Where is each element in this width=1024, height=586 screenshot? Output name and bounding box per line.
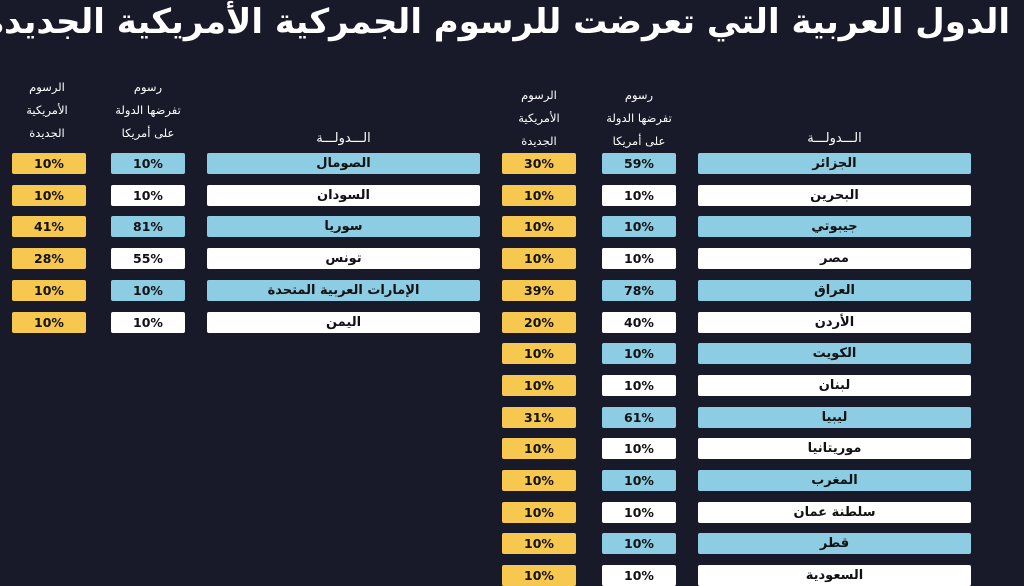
- us-tariff-cell: 10%: [12, 153, 86, 174]
- us-tariff-cell: 10%: [502, 374, 576, 396]
- country-tariff-cell: 10%: [111, 311, 185, 333]
- us-tariff-cell: 10%: [502, 533, 576, 555]
- country-name-cell: سلطنة عمان: [698, 501, 971, 523]
- country-tariff-cell: 10%: [602, 470, 676, 491]
- country-tariff-cell: 10%: [602, 533, 676, 555]
- country-name-cell: السودان: [207, 184, 480, 206]
- header-line: الأمريكية: [518, 111, 560, 125]
- country-name-cell: الأردن: [698, 311, 971, 333]
- header-line: تفرضها الدولة: [606, 111, 672, 125]
- us-tariff-cell: 10%: [502, 343, 576, 365]
- header-line: الجديدة: [521, 134, 557, 148]
- header-line: على أمريكا: [121, 126, 175, 140]
- country-tariff-cell: 10%: [602, 374, 676, 396]
- us-tariff-cell: 39%: [502, 279, 576, 301]
- country-name-cell: جيبوتي: [698, 216, 971, 238]
- country-tariff-cell: 10%: [602, 565, 676, 586]
- header-line: الجديدة: [29, 126, 65, 140]
- us-tariff-cell: 10%: [12, 311, 86, 333]
- header-line: الرسوم: [29, 80, 65, 94]
- left-header-us-tariff: الرسوم الأمريكية الجديدة: [14, 76, 80, 145]
- country-name-cell: البحرين: [698, 184, 971, 206]
- us-tariff-cell: 10%: [502, 470, 576, 491]
- country-name-cell: السعودية: [698, 565, 971, 586]
- us-tariff-cell: 10%: [502, 438, 576, 460]
- country-name-cell: لبنان: [698, 374, 971, 396]
- country-name-cell: الإمارات العربية المتحدة: [207, 279, 480, 301]
- country-name-cell: الجزائر: [698, 153, 971, 174]
- header-line: الأمريكية: [26, 103, 68, 117]
- country-tariff-cell: 81%: [111, 216, 185, 238]
- country-tariff-cell: 10%: [602, 438, 676, 460]
- us-tariff-cell: 41%: [12, 216, 86, 238]
- country-tariff-cell: 59%: [602, 153, 676, 174]
- country-tariff-cell: 10%: [602, 216, 676, 238]
- us-tariff-cell: 30%: [502, 153, 576, 174]
- us-tariff-cell: 10%: [502, 248, 576, 270]
- country-name-cell: الصومال: [207, 153, 480, 174]
- us-tariff-cell: 10%: [12, 279, 86, 301]
- country-name-cell: موريتانيا: [698, 438, 971, 460]
- us-tariff-cell: 10%: [502, 184, 576, 206]
- country-tariff-cell: 78%: [602, 279, 676, 301]
- country-name-cell: المغرب: [698, 470, 971, 491]
- left-header-country-tariff: رسوم تفرضها الدولة على أمريكا: [105, 76, 191, 145]
- page-title: الدول العربية التي تعرضت للرسوم الجمركية…: [0, 2, 1010, 42]
- us-tariff-cell: 28%: [12, 248, 86, 270]
- right-header-country: الـــدولـــة: [807, 131, 862, 146]
- header-line: على أمريكا: [612, 134, 666, 148]
- us-tariff-cell: 10%: [502, 565, 576, 586]
- header-line: رسوم: [624, 88, 654, 102]
- header-line: الرسوم: [521, 88, 557, 102]
- country-tariff-cell: 10%: [602, 343, 676, 365]
- us-tariff-cell: 10%: [12, 184, 86, 206]
- country-name-cell: قطر: [698, 533, 971, 555]
- country-name-cell: العراق: [698, 279, 971, 301]
- country-name-cell: اليمن: [207, 311, 480, 333]
- country-name-cell: سوريا: [207, 216, 480, 238]
- header-line: تفرضها الدولة: [115, 103, 181, 117]
- country-tariff-cell: 10%: [111, 184, 185, 206]
- us-tariff-cell: 20%: [502, 311, 576, 333]
- header-line: رسوم: [133, 80, 163, 94]
- country-tariff-cell: 40%: [602, 311, 676, 333]
- country-tariff-cell: 10%: [602, 248, 676, 270]
- us-tariff-cell: 10%: [502, 501, 576, 523]
- country-name-cell: مصر: [698, 248, 971, 270]
- country-tariff-cell: 10%: [111, 279, 185, 301]
- left-header-country: الـــدولـــة: [316, 131, 371, 146]
- us-tariff-cell: 31%: [502, 406, 576, 428]
- country-name-cell: ليبيا: [698, 406, 971, 428]
- country-tariff-cell: 10%: [111, 153, 185, 174]
- country-tariff-cell: 61%: [602, 406, 676, 428]
- country-name-cell: تونس: [207, 248, 480, 270]
- right-header-us-tariff: الرسوم الأمريكية الجديدة: [506, 84, 572, 153]
- us-tariff-cell: 10%: [502, 216, 576, 238]
- country-name-cell: الكويت: [698, 343, 971, 365]
- country-tariff-cell: 10%: [602, 501, 676, 523]
- country-tariff-cell: 55%: [111, 248, 185, 270]
- country-tariff-cell: 10%: [602, 184, 676, 206]
- right-header-country-tariff: رسوم تفرضها الدولة على أمريكا: [596, 84, 682, 153]
